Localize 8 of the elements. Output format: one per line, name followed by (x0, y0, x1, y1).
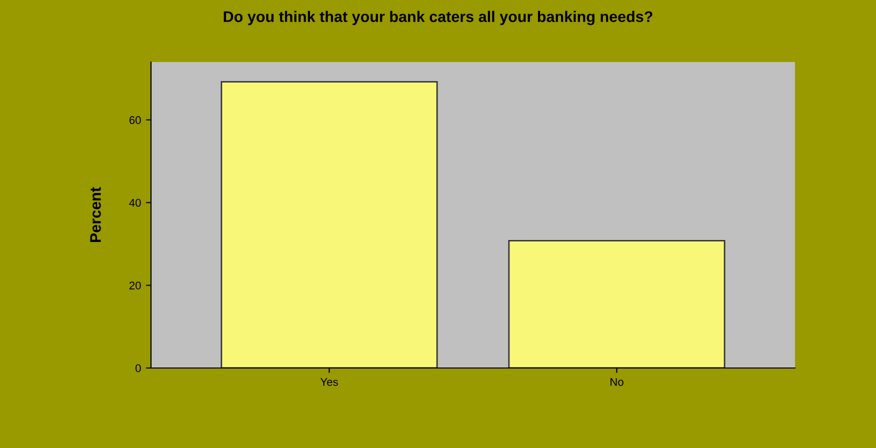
y-tick-label: 60 (129, 116, 141, 124)
x-tick-label: No (610, 378, 624, 386)
y-tick-label: 40 (129, 198, 141, 207)
x-tick-label: Yes (320, 378, 338, 386)
y-axis-title: Percent (90, 187, 101, 242)
y-tick-label: 20 (129, 282, 141, 290)
chart-title: Do you think that your bank caters all your banking needs? (224, 10, 652, 26)
y-tick-label: 0 (136, 364, 141, 372)
